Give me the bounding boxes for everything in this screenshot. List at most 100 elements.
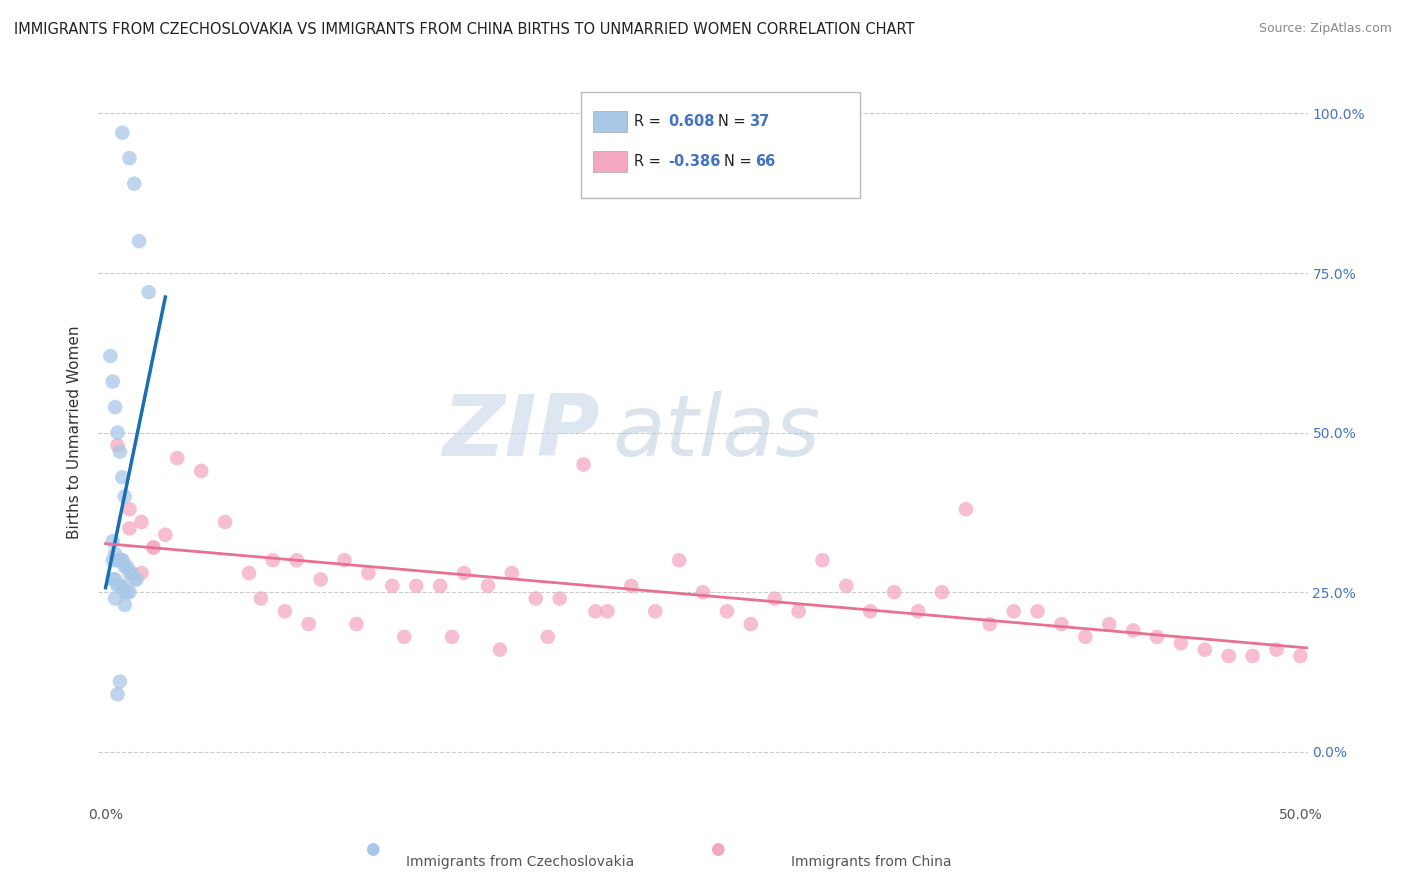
Point <box>811 553 834 567</box>
Point <box>111 579 134 593</box>
Point <box>121 566 143 580</box>
Text: Source: ZipAtlas.com: Source: ZipAtlas.com <box>1258 22 1392 36</box>
Point <box>250 591 273 606</box>
Point <box>1170 636 1192 650</box>
Point <box>763 591 786 606</box>
Point <box>101 573 124 587</box>
Point <box>596 604 619 618</box>
Y-axis label: Births to Unmarried Women: Births to Unmarried Women <box>67 326 83 540</box>
Point <box>346 617 368 632</box>
Point <box>1265 642 1288 657</box>
Point <box>108 444 131 458</box>
Point <box>585 604 607 618</box>
Point <box>142 541 165 555</box>
Text: N =: N = <box>724 154 756 169</box>
Point <box>107 425 129 440</box>
Point <box>107 579 129 593</box>
Point <box>104 573 127 587</box>
Point <box>285 553 308 567</box>
Text: R =: R = <box>634 114 665 128</box>
Point <box>907 604 929 618</box>
Text: 66: 66 <box>755 154 775 169</box>
Point <box>142 541 165 555</box>
Point <box>1146 630 1168 644</box>
Point <box>441 630 464 644</box>
Point <box>108 553 131 567</box>
Point <box>114 585 136 599</box>
Point <box>1241 648 1264 663</box>
Text: -0.386: -0.386 <box>668 154 720 169</box>
Point <box>125 573 148 587</box>
Point <box>1098 617 1121 632</box>
Text: ●: ● <box>366 840 380 858</box>
Point <box>357 566 380 580</box>
Point <box>111 553 134 567</box>
Point <box>118 566 141 580</box>
Point <box>104 547 127 561</box>
Point <box>955 502 977 516</box>
Point <box>692 585 714 599</box>
Point <box>859 604 882 618</box>
Point <box>620 579 643 593</box>
Point <box>122 177 145 191</box>
Point <box>118 585 141 599</box>
Point <box>644 604 666 618</box>
Point <box>111 553 134 567</box>
Point <box>108 674 131 689</box>
Point <box>716 604 738 618</box>
Point <box>1002 604 1025 618</box>
Point <box>118 521 141 535</box>
Text: Immigrants from Czechoslovakia: Immigrants from Czechoslovakia <box>406 855 634 869</box>
Point <box>114 490 136 504</box>
Point <box>979 617 1001 632</box>
Point <box>107 553 129 567</box>
Text: atlas: atlas <box>613 391 820 475</box>
Point <box>501 566 523 580</box>
Point <box>429 579 451 593</box>
Point <box>122 573 145 587</box>
Point <box>131 566 153 580</box>
Text: ●: ● <box>710 840 724 858</box>
Point <box>238 566 260 580</box>
Point <box>405 579 427 593</box>
Point <box>101 553 124 567</box>
Point <box>548 591 571 606</box>
Point <box>524 591 547 606</box>
Point <box>1050 617 1073 632</box>
Point <box>1122 624 1144 638</box>
Point <box>883 585 905 599</box>
Point <box>107 438 129 452</box>
Point <box>128 234 150 248</box>
Point <box>115 585 138 599</box>
Point <box>740 617 762 632</box>
Point <box>118 502 141 516</box>
Text: Immigrants from China: Immigrants from China <box>792 855 952 869</box>
Text: ZIP: ZIP <box>443 391 600 475</box>
Point <box>333 553 356 567</box>
Point <box>166 451 188 466</box>
Point <box>104 591 127 606</box>
Point <box>298 617 321 632</box>
Point <box>453 566 475 580</box>
Point <box>668 553 690 567</box>
Point <box>118 151 141 165</box>
Point <box>1194 642 1216 657</box>
Text: 37: 37 <box>749 114 769 128</box>
Point <box>108 579 131 593</box>
Point <box>98 349 121 363</box>
Point <box>381 579 404 593</box>
Point <box>214 515 236 529</box>
Point <box>111 126 134 140</box>
Point <box>537 630 560 644</box>
Point <box>572 458 595 472</box>
Point <box>155 527 177 541</box>
Point <box>931 585 953 599</box>
Point <box>114 559 136 574</box>
Point <box>489 642 512 657</box>
Text: N =: N = <box>718 114 751 128</box>
Point <box>131 515 153 529</box>
Point <box>787 604 810 618</box>
Point <box>107 687 129 701</box>
Text: R =: R = <box>634 154 665 169</box>
Point <box>111 470 134 484</box>
